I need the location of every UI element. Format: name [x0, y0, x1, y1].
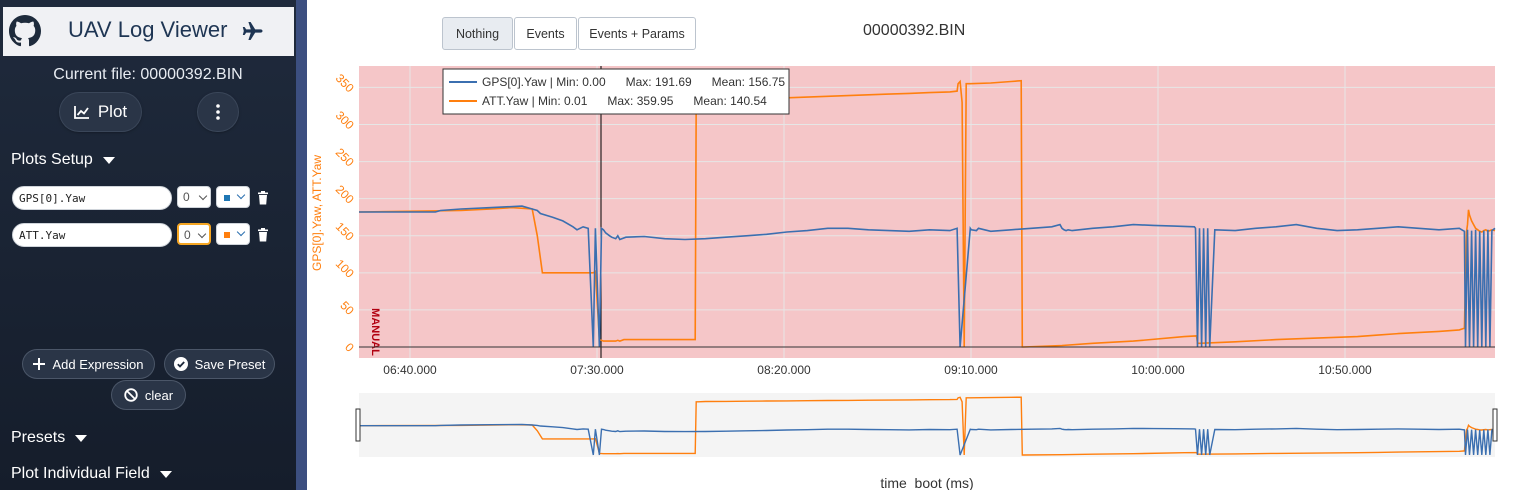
axis-select-1-value: 0 — [183, 190, 190, 204]
color-swatch — [224, 195, 230, 201]
plots-setup-label: Plots Setup — [11, 151, 93, 168]
plot-individual-field-label: Plot Individual Field — [11, 465, 150, 482]
clear-label: clear — [144, 387, 174, 403]
add-expression-label: Add Expression — [52, 356, 144, 372]
chevron-down-icon — [197, 229, 207, 239]
file-title: 00000392.BIN — [863, 22, 966, 39]
sidebar: UAV Log Viewer Current file: 00000392.BI… — [0, 0, 296, 490]
more-options-button[interactable] — [198, 93, 238, 131]
chart-line-icon — [73, 106, 89, 119]
chevron-down-icon — [236, 227, 246, 237]
clear-button[interactable]: clear — [112, 381, 185, 409]
axis-select-1[interactable]: 0 — [177, 186, 211, 208]
color-swatch — [224, 232, 230, 238]
main-panel: Nothing Events Events + Params 00000392.… — [307, 0, 1527, 490]
current-file: Current file: 00000392.BIN — [53, 66, 243, 83]
expression-input-2[interactable]: ATT.Yaw — [12, 223, 172, 247]
save-preset-button[interactable]: Save Preset — [165, 350, 274, 378]
plot-button[interactable]: Plot — [60, 93, 141, 131]
caret-down-icon — [159, 470, 172, 478]
ban-icon — [124, 388, 138, 402]
events-button[interactable]: Events — [514, 17, 577, 50]
caret-down-icon — [75, 434, 88, 442]
plane-icon — [242, 22, 263, 40]
sidebar-scrollbar[interactable] — [296, 0, 307, 490]
presets-label: Presets — [11, 429, 66, 446]
check-circle-icon — [173, 357, 188, 371]
axis-select-2-value: 0 — [184, 228, 191, 242]
trash-icon[interactable] — [257, 191, 269, 205]
axis-select-2[interactable]: 0 — [177, 223, 211, 245]
color-select-2[interactable] — [216, 223, 250, 245]
color-select-1[interactable] — [216, 186, 250, 208]
expression-input-1[interactable]: GPS[0].Yaw — [12, 186, 172, 210]
app-title: UAV Log Viewer — [68, 17, 228, 42]
trash-icon[interactable] — [257, 228, 269, 242]
presets-toggle[interactable]: Presets — [11, 429, 88, 447]
plot-button-label: Plot — [97, 102, 128, 121]
plot-individual-field-toggle[interactable]: Plot Individual Field — [11, 465, 172, 483]
plots-setup-toggle[interactable]: Plots Setup — [11, 151, 115, 169]
add-expression-button[interactable]: Add Expression — [23, 350, 154, 378]
save-preset-label: Save Preset — [194, 356, 266, 372]
nothing-button[interactable]: Nothing — [442, 17, 513, 50]
kebab-menu-icon — [216, 104, 220, 120]
plus-icon — [33, 358, 46, 370]
caret-down-icon — [102, 156, 115, 164]
events-params-button[interactable]: Events + Params — [578, 17, 696, 50]
chevron-down-icon — [198, 191, 208, 201]
chevron-down-icon — [236, 190, 246, 200]
github-icon[interactable] — [9, 15, 41, 47]
